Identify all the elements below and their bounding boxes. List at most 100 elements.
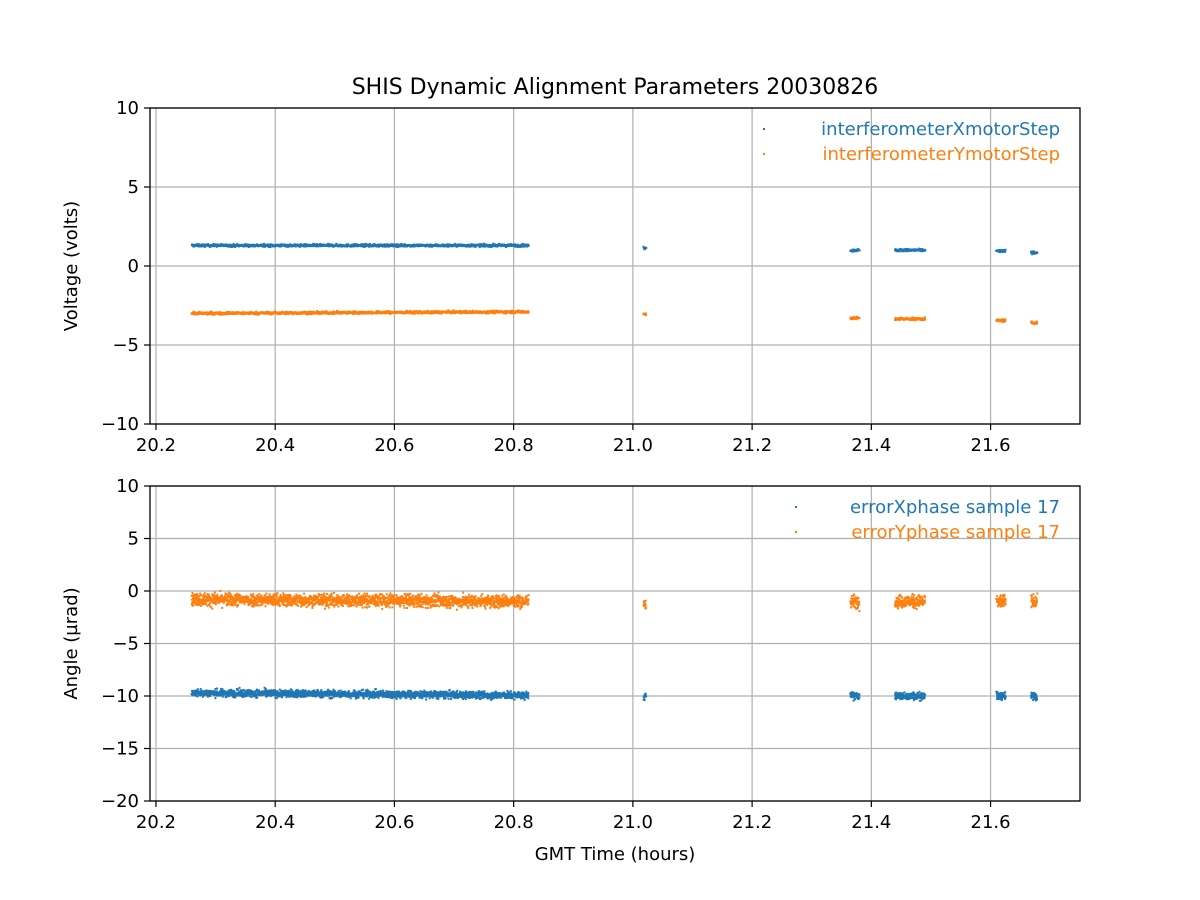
data-point [290,243,293,246]
data-point [248,243,251,246]
data-point [208,692,211,695]
data-point [422,693,425,696]
data-point [361,688,364,691]
data-point [221,688,224,691]
data-point [320,696,323,699]
data-point [491,309,494,312]
data-point [238,694,241,697]
data-point [423,689,426,692]
data-point [391,697,394,700]
data-point [285,689,288,692]
data-point [292,692,295,695]
data-point [339,689,342,692]
data-point [379,690,382,693]
data-point [409,697,412,700]
data-point [301,689,304,692]
data-point [459,694,462,697]
data-point [337,690,340,693]
data-point [290,689,293,692]
data-point [335,242,338,245]
data-point [389,696,392,699]
data-point [357,691,360,694]
data-point [365,243,368,246]
series-0-points [190,686,1039,702]
data-point [244,690,247,693]
data-point [338,695,341,698]
data-point [369,691,372,694]
data-point [349,697,352,700]
data-point [367,690,370,693]
data-point [317,689,320,692]
data-point [194,693,197,696]
data-point [323,692,326,695]
data-point [280,694,283,697]
data-point [191,694,194,697]
data-point [295,696,298,699]
data-point [482,691,485,694]
data-point [254,690,257,693]
legend-marker [763,153,765,155]
data-point [299,245,302,248]
data-point [361,692,364,695]
data-point [290,693,293,696]
data-point [261,245,264,248]
data-point [281,689,284,692]
data-point [855,318,858,321]
data-point [255,694,258,697]
data-point [444,697,447,700]
data-point [267,689,270,692]
y-tick-label: 10 [116,98,139,119]
data-point [275,694,278,697]
data-point [367,697,370,700]
data-point [1002,320,1005,323]
data-point [264,689,267,692]
data-point [442,690,445,693]
data-point [489,309,492,312]
data-point [924,249,927,252]
data-point [424,694,427,697]
data-point [462,693,465,696]
data-point [299,243,302,246]
data-point [464,698,467,701]
data-point [461,696,464,699]
data-point [281,694,284,697]
data-point [468,690,471,693]
data-point [320,689,323,692]
data-point [352,695,355,698]
data-point [263,686,266,689]
data-point [513,245,516,248]
data-point [354,310,357,313]
data-point [240,691,243,694]
data-point [304,689,307,692]
data-point [316,310,319,313]
data-point [438,312,441,315]
data-point [388,696,391,699]
data-point [485,243,488,246]
data-point [455,692,458,695]
data-point [343,694,346,697]
data-point [1004,250,1007,253]
data-point [250,689,253,692]
data-point [278,688,281,691]
data-point [251,691,254,694]
data-point [366,690,369,693]
data-point [486,697,489,700]
data-point [274,694,277,697]
data-point [264,245,267,248]
data-point [297,689,300,692]
data-point [447,693,450,696]
data-point [362,697,365,700]
data-point [303,689,306,692]
data-point [392,691,395,694]
data-point [519,245,522,248]
data-point [470,694,473,697]
data-point [299,691,302,694]
data-point [195,694,198,697]
data-point [443,694,446,697]
data-point [423,691,426,694]
data-point [307,245,310,248]
data-point [241,689,244,692]
data-point [353,690,356,693]
data-point [468,693,471,696]
